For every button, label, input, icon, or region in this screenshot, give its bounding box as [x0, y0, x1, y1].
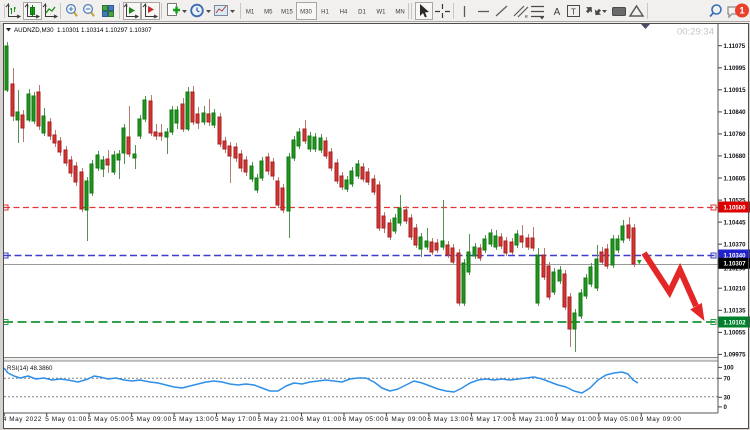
- svg-text:1.10340: 1.10340: [724, 252, 747, 259]
- svg-text:AUDNZD,M30 1.10301 1.10314 1.: AUDNZD,M30 1.10301 1.10314 1.10297 1.103…: [14, 27, 152, 34]
- svg-text:MN: MN: [395, 10, 404, 16]
- svg-text:1.10680: 1.10680: [724, 153, 747, 160]
- svg-text:M15: M15: [281, 10, 293, 16]
- svg-text:A: A: [554, 7, 561, 18]
- svg-text:e: e: [525, 14, 528, 20]
- svg-text:5 May 13:00: 5 May 13:00: [173, 416, 215, 423]
- svg-text:M30: M30: [300, 10, 312, 16]
- svg-text:5 May 17:00: 5 May 17:00: [215, 416, 257, 423]
- svg-text:1.10210: 1.10210: [724, 286, 747, 293]
- svg-text:00:29:34: 00:29:34: [677, 27, 714, 38]
- svg-text:1.10840: 1.10840: [724, 109, 747, 116]
- svg-text:1.10500: 1.10500: [724, 204, 747, 211]
- svg-text:9 May 09:00: 9 May 09:00: [640, 416, 682, 423]
- svg-text:6 May 17:00: 6 May 17:00: [470, 416, 512, 423]
- svg-text:1.10055: 1.10055: [724, 330, 747, 337]
- svg-text:6 May 09:00: 6 May 09:00: [385, 416, 427, 423]
- svg-text:1.11075: 1.11075: [724, 43, 746, 50]
- svg-text:6 May 01:00: 6 May 01:00: [300, 416, 342, 423]
- svg-text:1.10307: 1.10307: [724, 261, 747, 268]
- svg-text:1.10915: 1.10915: [724, 87, 747, 94]
- svg-text:5 May 09:00: 5 May 09:00: [130, 416, 172, 423]
- svg-text:1.10995: 1.10995: [724, 65, 747, 72]
- svg-text:RSI(14) 48.3860: RSI(14) 48.3860: [7, 365, 53, 372]
- svg-text:6 May 13:00: 6 May 13:00: [427, 416, 469, 423]
- svg-text:1.10525: 1.10525: [724, 197, 747, 204]
- svg-text:100: 100: [724, 365, 735, 372]
- svg-text:1.10605: 1.10605: [724, 175, 747, 182]
- svg-text:6 May 05:00: 6 May 05:00: [343, 416, 385, 423]
- svg-text:5 May 21:00: 5 May 21:00: [258, 416, 300, 423]
- svg-text:5 May 05:00: 5 May 05:00: [88, 416, 130, 423]
- svg-text:1.09975: 1.09975: [724, 352, 747, 359]
- svg-text:1.10445: 1.10445: [724, 219, 747, 226]
- svg-text:M5: M5: [264, 10, 273, 16]
- svg-text:6 May 21:00: 6 May 21:00: [512, 416, 554, 423]
- svg-text:1.10370: 1.10370: [724, 242, 747, 249]
- svg-text:T: T: [571, 8, 576, 17]
- svg-text:9 May 05:00: 9 May 05:00: [597, 416, 639, 423]
- svg-text:70: 70: [724, 376, 731, 383]
- svg-text:H1: H1: [321, 10, 329, 16]
- svg-text:1.10102: 1.10102: [724, 319, 747, 326]
- svg-text:M1: M1: [246, 10, 255, 16]
- svg-text:H4: H4: [340, 10, 348, 16]
- svg-text:30: 30: [724, 395, 731, 402]
- svg-text:1.10760: 1.10760: [724, 131, 747, 138]
- svg-text:D1: D1: [358, 10, 366, 16]
- svg-text:9 May 01:00: 9 May 01:00: [555, 416, 597, 423]
- svg-text:1.10135: 1.10135: [724, 308, 747, 315]
- svg-text:0: 0: [724, 404, 728, 411]
- svg-text:1: 1: [739, 6, 745, 17]
- svg-text:4 May 2022: 4 May 2022: [3, 416, 42, 423]
- svg-text:5 May 01:00: 5 May 01:00: [45, 416, 87, 423]
- svg-text:W1: W1: [377, 10, 387, 16]
